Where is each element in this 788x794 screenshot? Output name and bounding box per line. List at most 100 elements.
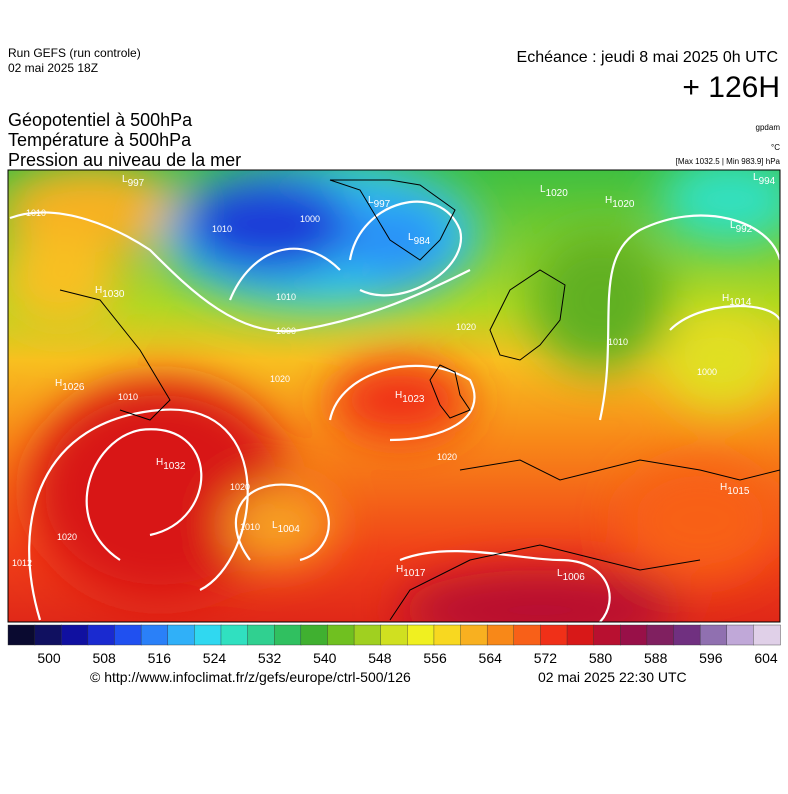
center: H1015 <box>720 482 750 497</box>
colorbar-cell <box>433 624 462 646</box>
colorbar-cell <box>34 624 62 646</box>
isobar-label: 1020 <box>437 452 457 462</box>
center-type: L <box>540 184 546 195</box>
unit: °C <box>771 143 780 152</box>
source: © http://www.infoclimat.fr/z/gefs/europe… <box>90 669 411 685</box>
isobar-label: 1020 <box>230 482 250 492</box>
issued: 02 mai 2025 22:30 UTC <box>538 669 687 685</box>
isobar-label: 1000 <box>697 367 717 377</box>
center-type: L <box>368 195 374 206</box>
center-value: 997 <box>128 178 145 189</box>
center-value: 1015 <box>727 486 750 497</box>
center: H1017 <box>396 564 426 579</box>
center-type: L <box>753 172 759 183</box>
isobar-label: 1012 <box>12 558 32 568</box>
center-type: H <box>395 390 402 401</box>
colorbar-tick-label: 500 <box>37 650 61 666</box>
center: L1006 <box>557 568 585 583</box>
isobar-label: 1000 <box>300 214 320 224</box>
isobar-label: 1010 <box>240 522 260 532</box>
center-type: L <box>557 568 563 579</box>
echeance: Echéance : jeudi 8 mai 2025 0h UTC <box>517 49 778 66</box>
center-type: H <box>95 285 102 296</box>
colorbar-cell <box>699 624 728 646</box>
center: H1032 <box>156 457 186 472</box>
title: Température à 500hPa <box>8 130 192 150</box>
colorbar-cell <box>87 624 116 646</box>
colorbar-cell <box>300 624 329 646</box>
colorbar-tick-label: 532 <box>258 650 282 666</box>
center-type: H <box>722 293 729 304</box>
center-type: L <box>272 520 278 531</box>
isobar-label: 1020 <box>456 322 476 332</box>
colorbar-cell <box>593 624 621 646</box>
center-value: 1004 <box>278 524 301 535</box>
isobar-label: 1010 <box>212 224 232 234</box>
run-date: 02 mai 2025 18Z <box>8 61 98 75</box>
colorbar-cell <box>646 624 675 646</box>
center-value: 1020 <box>546 188 569 199</box>
isobar-label: 1010 <box>26 208 46 218</box>
colorbar-cell <box>753 624 781 646</box>
colorbar-tick-label: 564 <box>479 650 503 666</box>
colorbar-tick-label: 580 <box>589 650 613 666</box>
colorbar-cell <box>726 624 755 646</box>
colorbar-tick-label: 524 <box>203 650 227 666</box>
center-type: H <box>720 482 727 493</box>
center: L992 <box>730 220 753 235</box>
colorbar-cell <box>140 624 169 646</box>
colorbar-cell <box>513 624 542 646</box>
colorbar-cell <box>486 624 515 646</box>
center-value: 1026 <box>62 382 85 393</box>
colorbar-cell <box>274 624 302 646</box>
colorbar-cell <box>566 624 595 646</box>
center: H1020 <box>605 195 635 210</box>
center: L1020 <box>540 184 568 199</box>
isobar-labels: 1010 1010 1000 1010 1000 1020 1020 1020 … <box>12 208 717 568</box>
center-type: H <box>396 564 403 575</box>
center: H1030 <box>95 285 125 300</box>
colorbar-tick-label: 588 <box>644 650 668 666</box>
center: H1026 <box>55 378 85 393</box>
center-type: L <box>122 174 128 185</box>
center-value: 1014 <box>729 297 752 308</box>
colorbar-tick-label: 556 <box>423 650 447 666</box>
colorbar-tick-label: 516 <box>148 650 172 666</box>
center-value: 1032 <box>163 461 186 472</box>
unit: [Max 1032.5 | Min 983.9] hPa <box>676 157 781 166</box>
colorbar-cell <box>380 624 409 646</box>
colorbar-tick-label: 540 <box>313 650 337 666</box>
colorbar-tick-label: 572 <box>534 650 558 666</box>
center: H1023 <box>395 390 425 405</box>
colorbar-cell <box>114 624 142 646</box>
isobar-label: 1000 <box>276 326 296 336</box>
center: L984 <box>408 232 431 247</box>
colorbar-cell <box>460 624 488 646</box>
center-type: L <box>730 220 736 231</box>
center-value: 997 <box>374 199 391 210</box>
colorbar-cell <box>540 624 568 646</box>
center: L994 <box>753 172 776 187</box>
isobar-label: 1020 <box>57 532 77 542</box>
isobar-label: 1020 <box>270 374 290 384</box>
center-value: 984 <box>414 236 431 247</box>
center-value: 1006 <box>563 572 586 583</box>
center-value: 994 <box>759 176 776 187</box>
colorbar-cell <box>407 624 435 646</box>
center-type: H <box>55 378 62 389</box>
center: L1004 <box>272 520 300 535</box>
center: L997 <box>122 174 145 189</box>
colorbar-cell <box>620 624 648 646</box>
colorbar-cell <box>7 624 36 646</box>
center: H1014 <box>722 293 752 308</box>
title: Pression au niveau de la mer <box>8 150 241 170</box>
colorbar-tick-label: 508 <box>92 650 116 666</box>
center: L997 <box>368 195 391 210</box>
center-value: 1017 <box>403 568 426 579</box>
colorbar-cell <box>247 624 275 646</box>
colorbar-cell <box>673 624 701 646</box>
colorbar-tick-label: 596 <box>699 650 723 666</box>
center-type: H <box>156 457 163 468</box>
colorbar-cell <box>61 624 89 646</box>
